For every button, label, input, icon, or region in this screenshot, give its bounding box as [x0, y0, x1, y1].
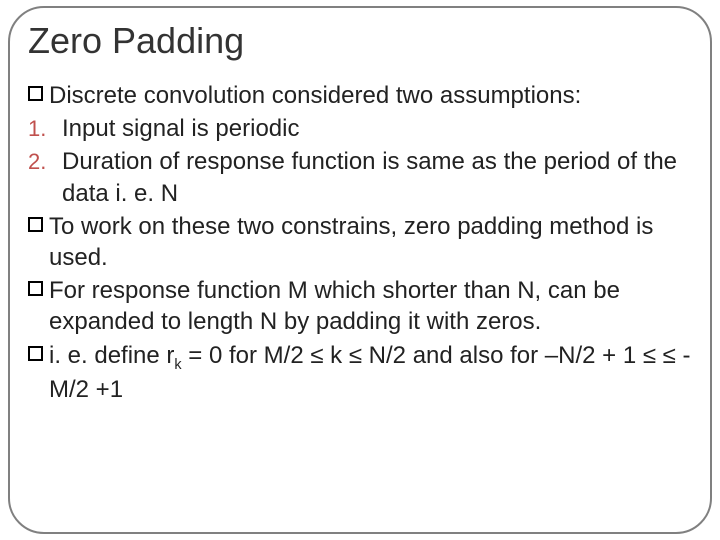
number-marker: 1. — [28, 115, 48, 144]
number-marker: 2. — [28, 148, 48, 177]
checkbox-bullet-icon — [28, 346, 43, 361]
checkbox-bullet-icon — [28, 86, 43, 101]
content-line: Discrete convolution considered two assu… — [28, 80, 698, 111]
content-line: To work on these two constrains, zero pa… — [28, 211, 698, 273]
slide-content: Zero Padding Discrete convolution consid… — [22, 14, 698, 526]
line-text: Discrete convolution considered two assu… — [49, 80, 581, 111]
content-line: For response function M which shorter th… — [28, 275, 698, 337]
slide-body: Discrete convolution considered two assu… — [28, 80, 698, 405]
checkbox-bullet-icon — [28, 281, 43, 296]
slide-title: Zero Padding — [28, 20, 698, 62]
line-text: Duration of response function is same as… — [62, 146, 698, 208]
line-text: For response function M which shorter th… — [49, 275, 698, 337]
line-text: i. e. define rk = 0 for M/2 ≤ k ≤ N/2 an… — [49, 340, 698, 406]
content-line: 1. Input signal is periodic — [28, 113, 698, 144]
line-text: Input signal is periodic — [62, 113, 299, 144]
content-line: i. e. define rk = 0 for M/2 ≤ k ≤ N/2 an… — [28, 340, 698, 406]
content-line: 2. Duration of response function is same … — [28, 146, 698, 208]
line-text: To work on these two constrains, zero pa… — [49, 211, 698, 273]
checkbox-bullet-icon — [28, 217, 43, 232]
